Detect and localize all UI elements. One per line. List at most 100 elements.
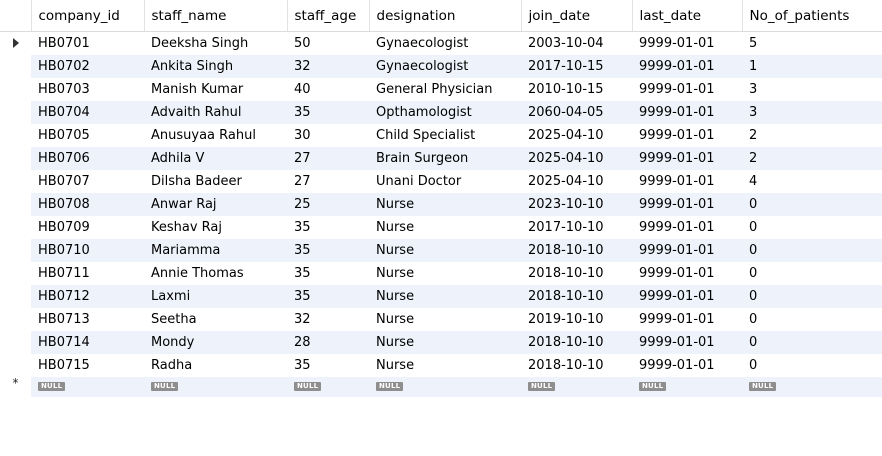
table-cell[interactable]: Ankita Singh [144, 55, 287, 78]
table-cell[interactable]: HB0711 [31, 262, 144, 285]
table-cell[interactable]: Mondy [144, 331, 287, 354]
column-header[interactable]: staff_age [287, 0, 370, 32]
row-indicator[interactable] [0, 101, 31, 124]
table-cell[interactable]: 9999-01-01 [632, 193, 742, 216]
new-row-indicator[interactable]: * [0, 377, 31, 397]
table-cell[interactable]: 0 [742, 193, 882, 216]
row-indicator[interactable] [0, 239, 31, 262]
table-cell[interactable]: HB0710 [31, 239, 144, 262]
table-cell[interactable]: 50 [287, 31, 369, 55]
table-row[interactable]: HB0701 Deeksha Singh 50 Gynaecologist 2003-1… [0, 31, 882, 55]
row-indicator[interactable] [0, 331, 31, 354]
table-cell[interactable]: 25 [287, 193, 369, 216]
table-cell[interactable]: 2018-10-10 [521, 239, 632, 262]
table-cell[interactable]: 0 [742, 331, 882, 354]
table-cell[interactable]: Nurse [369, 331, 521, 354]
table-cell[interactable]: HB0708 [31, 193, 144, 216]
table-row[interactable]: HB0708 Anwar Raj 25 Nurse 2023-10-10 9999-01-… [0, 193, 882, 216]
table-cell[interactable]: Nurse [369, 216, 521, 239]
table-cell[interactable]: 3 [742, 78, 882, 101]
table-cell[interactable]: Deeksha Singh [144, 31, 287, 55]
table-cell[interactable]: 9999-01-01 [632, 147, 742, 170]
row-indicator[interactable] [0, 285, 31, 308]
table-cell[interactable]: 2010-10-15 [521, 78, 632, 101]
table-cell[interactable]: 9999-01-01 [632, 55, 742, 78]
table-cell[interactable]: 30 [287, 124, 369, 147]
row-indicator[interactable] [0, 55, 31, 78]
table-row[interactable]: HB0707 Dilsha Badeer 27 Unani Doctor 2025-04… [0, 170, 882, 193]
table-cell[interactable]: NULL [632, 377, 742, 397]
table-cell[interactable]: 2003-10-04 [521, 31, 632, 55]
table-cell[interactable]: Nurse [369, 285, 521, 308]
column-header[interactable]: designation [369, 0, 522, 32]
row-indicator[interactable] [0, 354, 31, 377]
table-cell[interactable]: NULL [742, 377, 882, 397]
table-cell[interactable]: 9999-01-01 [632, 124, 742, 147]
table-cell[interactable]: Seetha [144, 308, 287, 331]
table-cell[interactable]: HB0701 [31, 31, 144, 55]
table-cell[interactable]: Advaith Rahul [144, 101, 287, 124]
table-cell[interactable]: Gynaecologist [369, 55, 521, 78]
new-row[interactable]: * NULL NULL NULL NULL NULL NULL NULL [0, 377, 882, 397]
table-cell[interactable]: Nurse [369, 262, 521, 285]
table-cell[interactable]: Nurse [369, 239, 521, 262]
table-cell[interactable]: Brain Surgeon [369, 147, 521, 170]
column-header[interactable]: company_id [31, 0, 145, 32]
table-cell[interactable]: 0 [742, 239, 882, 262]
row-indicator[interactable] [0, 147, 31, 170]
table-cell[interactable]: NULL [369, 377, 521, 397]
table-cell[interactable]: NULL [31, 377, 144, 397]
table-cell[interactable]: HB0706 [31, 147, 144, 170]
table-cell[interactable]: Mariamma [144, 239, 287, 262]
table-cell[interactable]: Dilsha Badeer [144, 170, 287, 193]
table-cell[interactable]: Annie Thomas [144, 262, 287, 285]
table-row[interactable]: HB0705 Anusuyaa Rahul 30 Child Specialist 20… [0, 124, 882, 147]
table-cell[interactable]: 9999-01-01 [632, 31, 742, 55]
table-cell[interactable]: Nurse [369, 354, 521, 377]
table-cell[interactable]: HB0712 [31, 285, 144, 308]
table-cell[interactable]: Nurse [369, 193, 521, 216]
table-cell[interactable]: HB0714 [31, 331, 144, 354]
table-cell[interactable]: HB0704 [31, 101, 144, 124]
table-cell[interactable]: 0 [742, 308, 882, 331]
row-indicator[interactable] [0, 308, 31, 331]
table-cell[interactable]: 2025-04-10 [521, 147, 632, 170]
table-cell[interactable]: 9999-01-01 [632, 354, 742, 377]
table-row[interactable]: HB0703 Manish Kumar 40 General Physician 201… [0, 78, 882, 101]
table-cell[interactable]: Radha [144, 354, 287, 377]
table-cell[interactable]: 9999-01-01 [632, 170, 742, 193]
table-cell[interactable]: NULL [287, 377, 369, 397]
table-cell[interactable]: 9999-01-01 [632, 331, 742, 354]
table-cell[interactable]: 35 [287, 262, 369, 285]
table-cell[interactable]: 2 [742, 147, 882, 170]
row-indicator[interactable] [0, 262, 31, 285]
table-cell[interactable]: 2060-04-05 [521, 101, 632, 124]
table-cell[interactable]: HB0705 [31, 124, 144, 147]
table-row[interactable]: HB0706 Adhila V 27 Brain Surgeon 2025-04-10 9… [0, 147, 882, 170]
table-cell[interactable]: 0 [742, 216, 882, 239]
table-cell[interactable]: Nurse [369, 308, 521, 331]
table-cell[interactable]: Keshav Raj [144, 216, 287, 239]
table-cell[interactable]: 9999-01-01 [632, 78, 742, 101]
table-cell[interactable]: 35 [287, 239, 369, 262]
table-cell[interactable]: Adhila V [144, 147, 287, 170]
table-cell[interactable]: 2018-10-10 [521, 354, 632, 377]
table-cell[interactable]: 35 [287, 285, 369, 308]
table-cell[interactable]: 2025-04-10 [521, 124, 632, 147]
table-cell[interactable]: HB0707 [31, 170, 144, 193]
table-cell[interactable]: 4 [742, 170, 882, 193]
table-cell[interactable]: 32 [287, 55, 369, 78]
table-row[interactable]: HB0709 Keshav Raj 35 Nurse 2017-10-10 9999-01… [0, 216, 882, 239]
table-cell[interactable]: Manish Kumar [144, 78, 287, 101]
table-cell[interactable]: 9999-01-01 [632, 239, 742, 262]
table-cell[interactable]: Opthamologist [369, 101, 521, 124]
table-cell[interactable]: NULL [521, 377, 632, 397]
table-cell[interactable]: 2018-10-10 [521, 285, 632, 308]
table-cell[interactable]: 9999-01-01 [632, 308, 742, 331]
table-row[interactable]: HB0714 Mondy 28 Nurse 2018-10-10 9999-01-01 0 [0, 331, 882, 354]
table-cell[interactable]: 2019-10-10 [521, 308, 632, 331]
table-row[interactable]: HB0702 Ankita Singh 32 Gynaecologist 2017-10… [0, 55, 882, 78]
table-cell[interactable]: Unani Doctor [369, 170, 521, 193]
table-cell[interactable]: HB0702 [31, 55, 144, 78]
table-row[interactable]: HB0715 Radha 35 Nurse 2018-10-10 9999-01-01 0 [0, 354, 882, 377]
